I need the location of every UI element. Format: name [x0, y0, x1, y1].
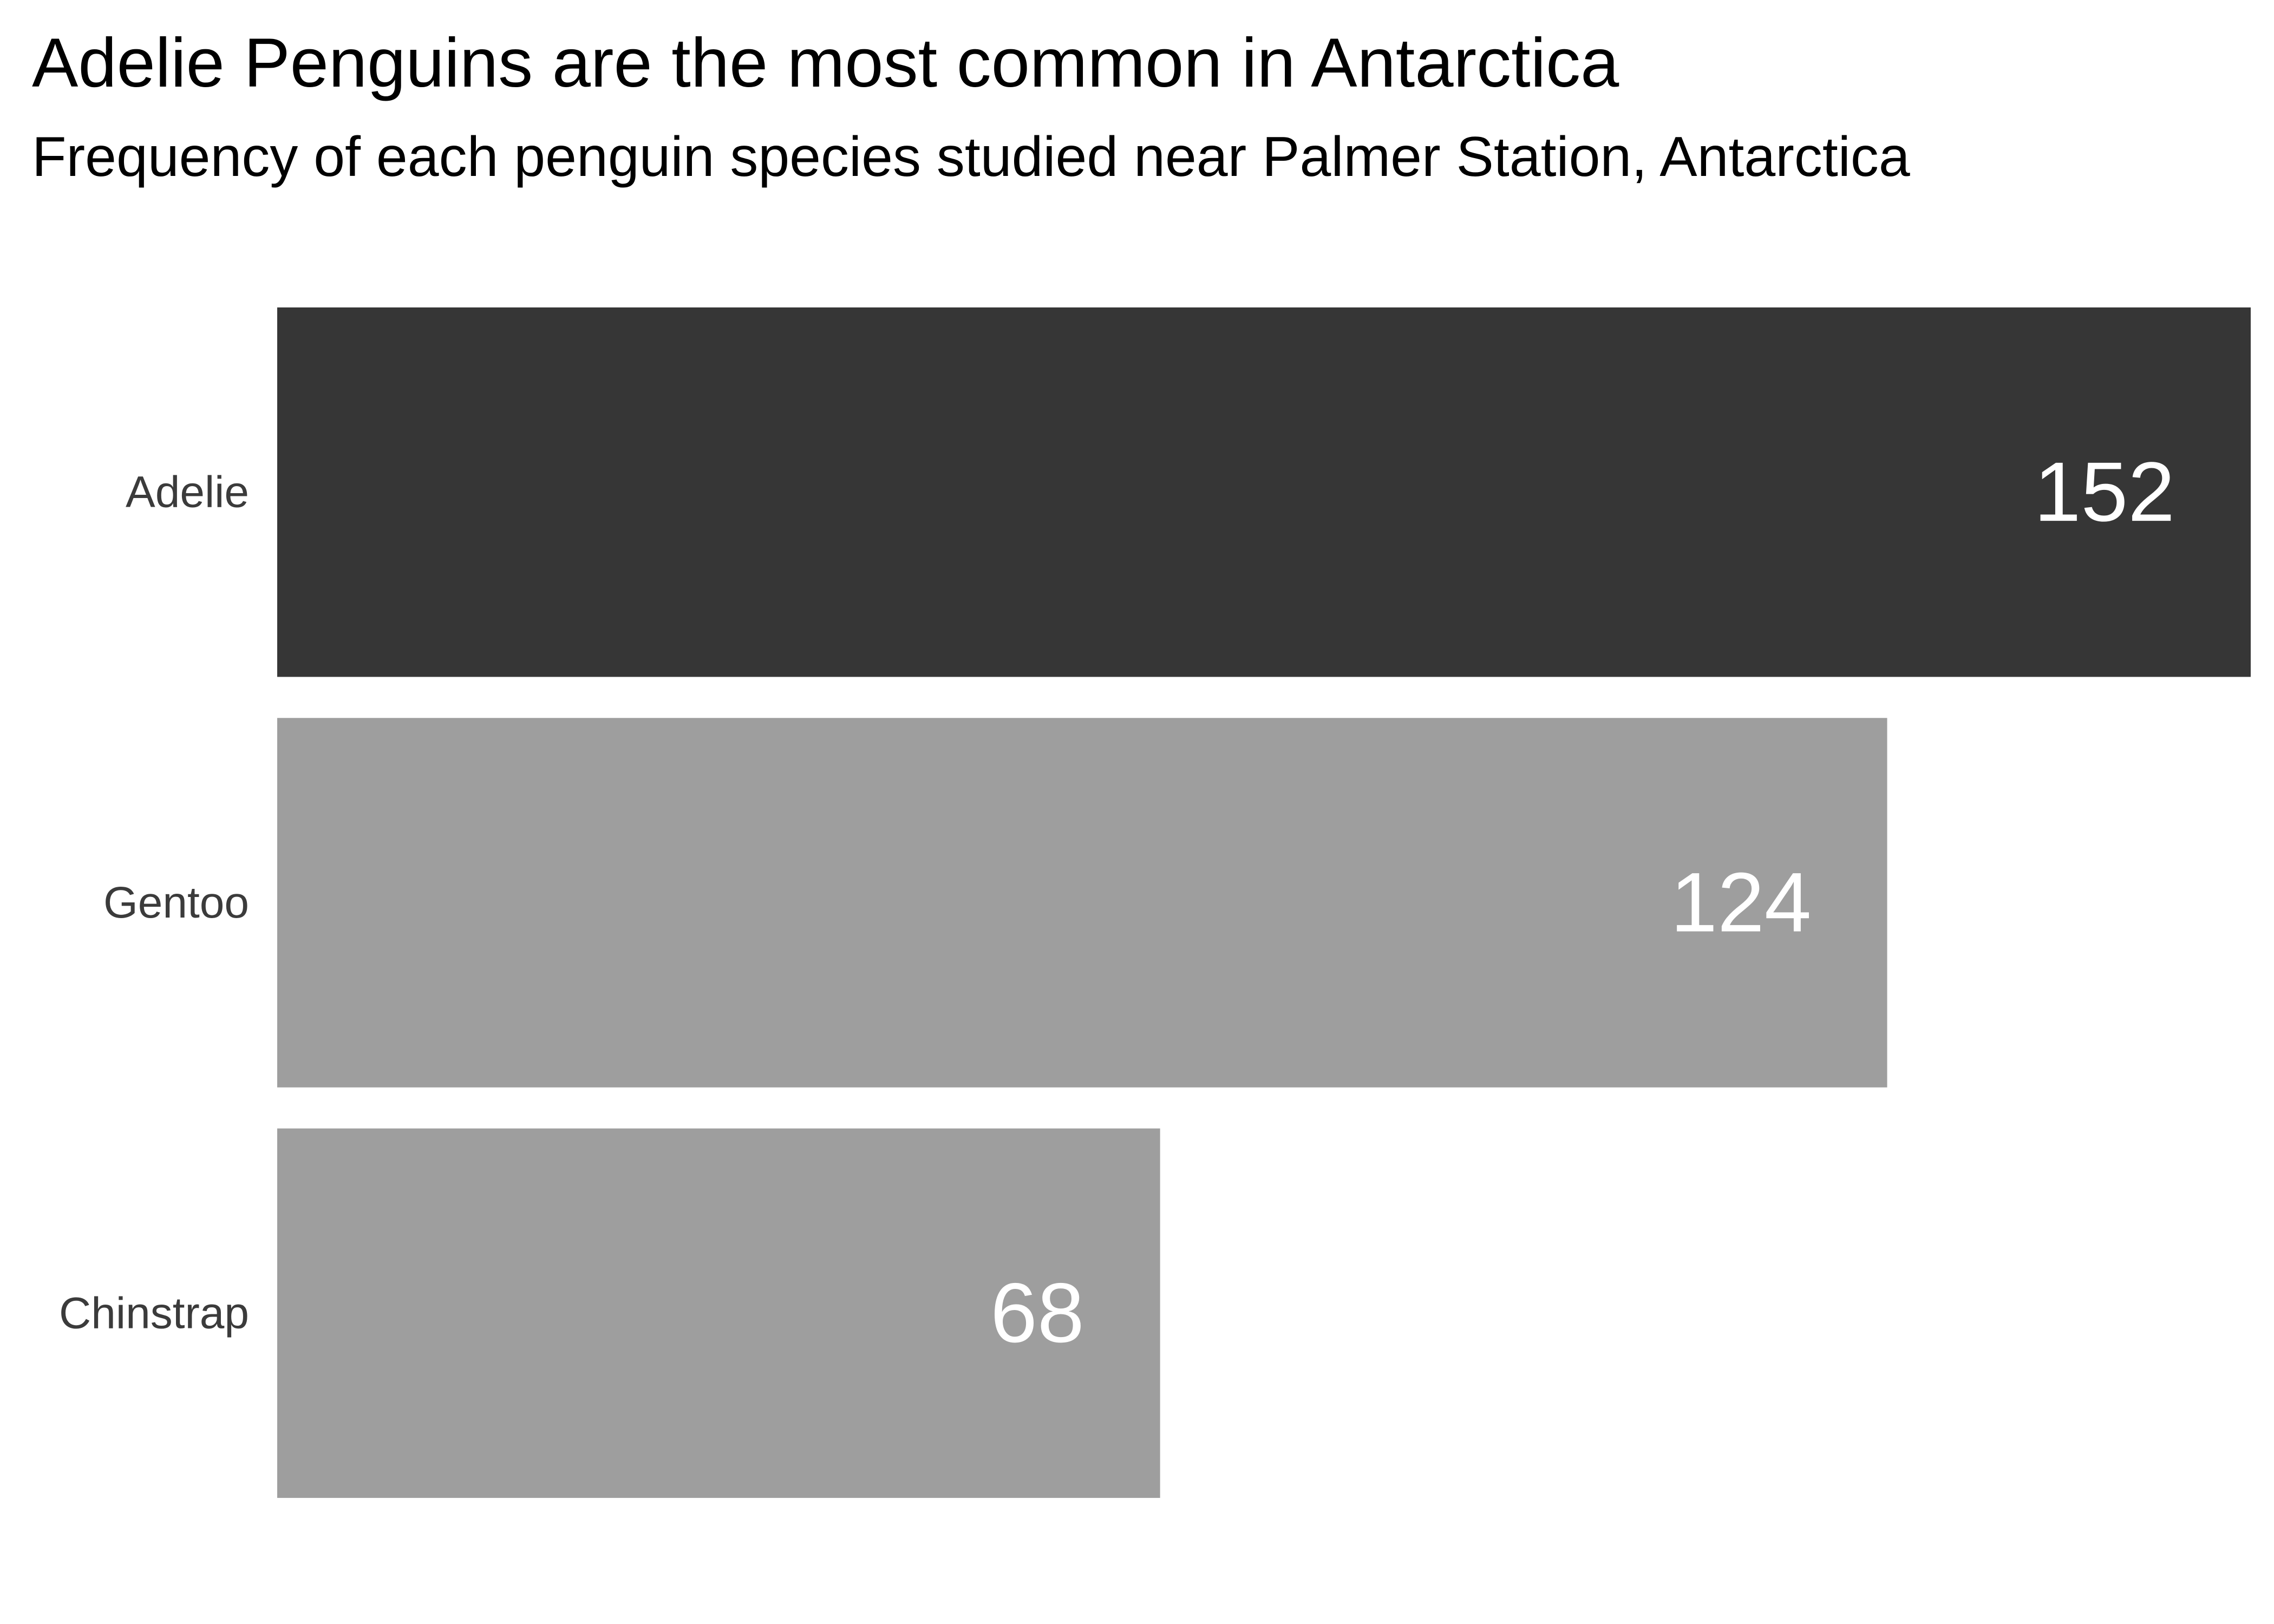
bar-gentoo — [277, 718, 1887, 1088]
value-label-adelie: 152 — [2034, 445, 2175, 539]
bar-adelie — [277, 307, 2251, 677]
category-label-chinstrap: Chinstrap — [59, 1288, 249, 1338]
category-label-gentoo: Gentoo — [103, 878, 249, 927]
bar-chinstrap — [277, 1128, 1160, 1498]
bars-layer: Adelie 152 Gentoo 124 Chinstrap 68 — [59, 307, 2251, 1498]
chart-title: Adelie Penguins are the most common in A… — [32, 24, 1619, 102]
value-label-gentoo: 124 — [1670, 856, 1811, 950]
value-label-chinstrap: 68 — [990, 1266, 1084, 1360]
category-label-adelie: Adelie — [126, 468, 249, 517]
chart-subtitle: Frequency of each penguin species studie… — [32, 126, 1910, 188]
